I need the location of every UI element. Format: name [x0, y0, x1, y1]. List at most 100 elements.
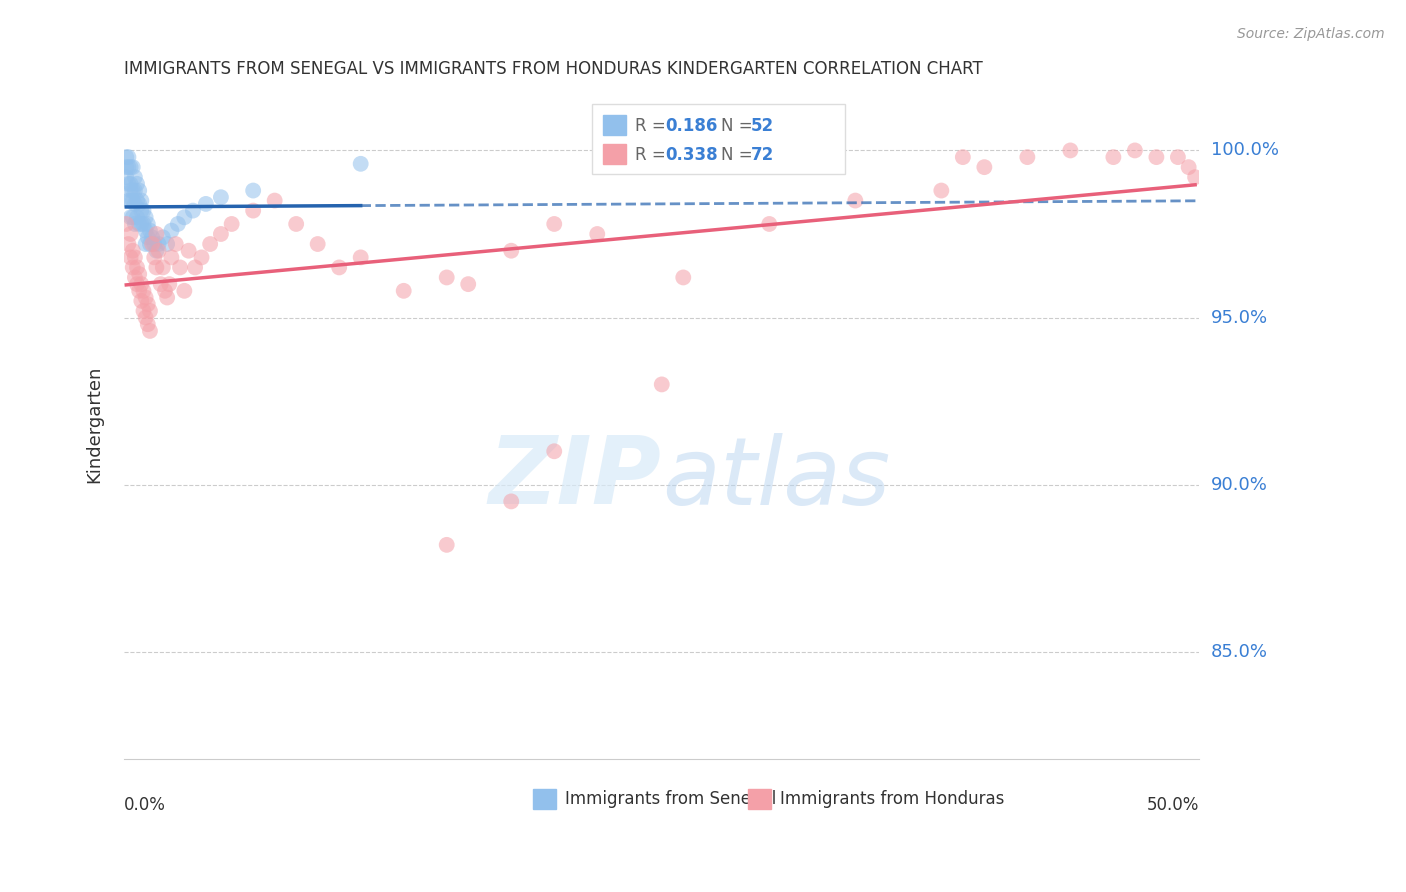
Point [931, 184, 953, 198]
Point [285, 217, 308, 231]
Point [139, 224, 162, 238]
Point [121, 184, 143, 198]
Point [125, 260, 148, 275]
Point [148, 237, 170, 252]
Point [165, 237, 187, 252]
Point [152, 260, 174, 275]
Point [190, 251, 212, 265]
Point [121, 211, 143, 225]
Point [149, 277, 172, 292]
Point [121, 260, 143, 275]
Point [124, 197, 146, 211]
Point [124, 170, 146, 185]
Point [121, 194, 143, 208]
Text: 95.0%: 95.0% [1211, 309, 1268, 326]
Point [115, 160, 138, 174]
Point [124, 270, 146, 285]
Point [136, 230, 159, 244]
Point [543, 444, 565, 458]
Text: 85.0%: 85.0% [1211, 643, 1268, 661]
Point [117, 194, 139, 208]
Point [263, 194, 285, 208]
Point [173, 284, 195, 298]
Point [131, 217, 153, 231]
Point [184, 260, 207, 275]
Point [125, 177, 148, 191]
Point [586, 227, 609, 241]
Point [135, 211, 157, 225]
Point [1102, 150, 1125, 164]
Point [157, 277, 180, 292]
Point [120, 211, 142, 225]
Point [139, 304, 162, 318]
Point [145, 244, 167, 258]
Point [156, 291, 179, 305]
Point [672, 270, 695, 285]
Point [135, 291, 157, 305]
Point [160, 251, 183, 265]
Point [1144, 150, 1167, 164]
Point [181, 203, 204, 218]
Bar [748, 789, 772, 809]
Text: R =: R = [636, 146, 671, 164]
Point [501, 244, 523, 258]
Text: R =: R = [636, 117, 671, 135]
Point [209, 227, 232, 241]
Point [117, 237, 139, 252]
Point [141, 237, 163, 252]
Text: IMMIGRANTS FROM SENEGAL VS IMMIGRANTS FROM HONDURAS KINDERGARTEN CORRELATION CHA: IMMIGRANTS FROM SENEGAL VS IMMIGRANTS FR… [124, 60, 983, 78]
Point [167, 217, 190, 231]
Point [136, 217, 159, 231]
Point [209, 190, 232, 204]
Point [436, 538, 458, 552]
Point [177, 244, 200, 258]
Point [121, 160, 143, 174]
Text: N =: N = [721, 146, 758, 164]
FancyBboxPatch shape [592, 103, 845, 174]
Bar [533, 789, 557, 809]
Point [1123, 144, 1146, 158]
Text: 50.0%: 50.0% [1147, 796, 1199, 814]
Point [131, 293, 153, 308]
Point [131, 194, 153, 208]
Point [125, 211, 148, 225]
Point [125, 194, 148, 208]
Point [160, 224, 183, 238]
Point [1184, 170, 1206, 185]
Point [145, 227, 167, 241]
Point [132, 217, 155, 231]
Point [1059, 144, 1081, 158]
Text: 100.0%: 100.0% [1211, 142, 1278, 160]
Y-axis label: Kindergarten: Kindergarten [86, 366, 103, 483]
Text: N =: N = [721, 117, 758, 135]
Point [124, 251, 146, 265]
Point [124, 184, 146, 198]
Text: 72: 72 [751, 146, 775, 164]
Point [124, 217, 146, 231]
Point [350, 157, 373, 171]
Point [125, 277, 148, 292]
Text: 52: 52 [751, 117, 775, 135]
Point [651, 377, 673, 392]
Point [117, 150, 139, 164]
Text: 0.0%: 0.0% [124, 796, 166, 814]
Point [242, 184, 264, 198]
Point [156, 237, 179, 252]
Point [128, 284, 150, 298]
Point [128, 184, 150, 198]
Point [115, 170, 138, 185]
Bar [603, 145, 626, 164]
Point [242, 203, 264, 218]
Point [844, 194, 866, 208]
Point [139, 237, 162, 252]
Text: 0.338: 0.338 [665, 146, 717, 164]
Point [121, 244, 143, 258]
Point [128, 197, 150, 211]
Point [152, 230, 174, 244]
Point [120, 194, 142, 208]
Point [120, 227, 142, 241]
Point [973, 160, 995, 174]
Text: 0.186: 0.186 [665, 117, 717, 135]
Point [131, 277, 153, 292]
Point [132, 203, 155, 218]
